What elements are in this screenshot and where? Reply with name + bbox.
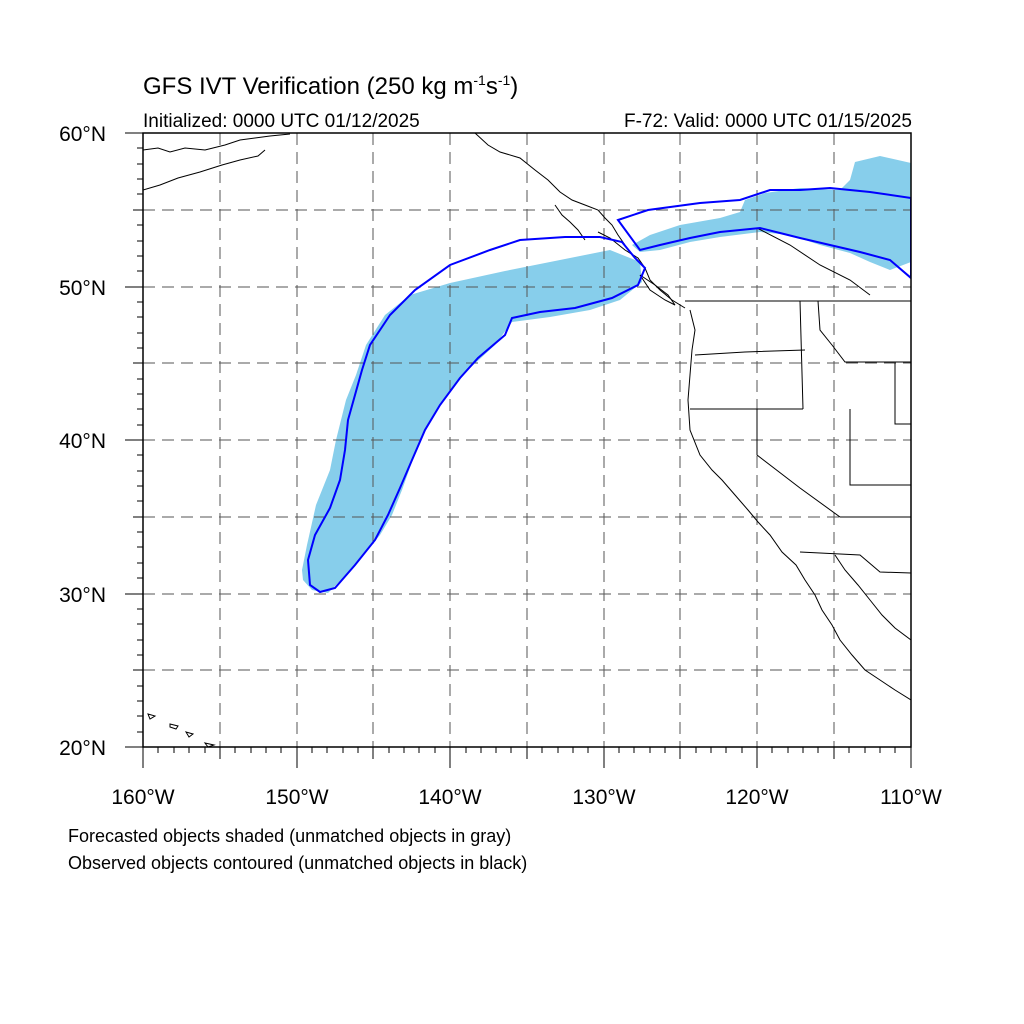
utah-border [849, 409, 911, 486]
alaska-panhandle [474, 133, 626, 246]
hawaii-islands [147, 713, 216, 747]
observed-object-inland [616, 186, 911, 280]
legend-forecast-note: Forecasted objects shaded (unmatched obj… [68, 826, 512, 846]
lon-label-110w: 110°W [880, 786, 942, 809]
lat-label-60: 60°N [59, 123, 106, 146]
minor-ticks [137, 147, 896, 753]
observed-object-main [306, 236, 647, 594]
mexico-border [799, 551, 911, 574]
nevada-border [756, 409, 911, 518]
axis-ticks [125, 132, 912, 768]
wyoming-border [894, 363, 911, 425]
state-borders [685, 227, 911, 574]
bc-rockies-border [756, 227, 871, 296]
forecast-object-main [302, 250, 642, 593]
wa-or-border [694, 349, 806, 356]
forecast-object-inland [632, 156, 911, 270]
lat-label-20: 20°N [59, 737, 106, 760]
lon-labels: 160°W 150°W 140°W 130°W 120°W 110°W [111, 786, 942, 809]
lon-label-160w: 160°W [111, 786, 174, 809]
legend-observed-note: Observed objects contoured (unmatched ob… [68, 853, 528, 873]
chart-title: GFS IVT Verification (250 kg m-1s-1) [143, 72, 519, 100]
valid-time: F-72: Valid: 0000 UTC 01/15/2025 [624, 111, 912, 132]
coastlines [143, 133, 911, 747]
idaho-border [799, 300, 911, 410]
baja-gulf-coast [834, 554, 911, 641]
alaska-coast [143, 133, 291, 191]
vancouver-island [639, 274, 676, 306]
lat-label-40: 40°N [59, 430, 106, 453]
grid-lines [143, 133, 911, 747]
lat-labels: 60°N 50°N 40°N 30°N 20°N [59, 123, 106, 760]
us-west-coast [687, 309, 911, 701]
lat-label-50: 50°N [59, 277, 106, 300]
observed-objects [306, 186, 911, 594]
lat-label-30: 30°N [59, 584, 106, 607]
forecast-objects [302, 156, 911, 593]
lon-label-140w: 140°W [418, 786, 481, 809]
initialized-time: Initialized: 0000 UTC 01/12/2025 [143, 111, 420, 132]
lon-label-130w: 130°W [572, 786, 635, 809]
lon-label-150w: 150°W [265, 786, 328, 809]
lon-label-120w: 120°W [725, 786, 788, 809]
